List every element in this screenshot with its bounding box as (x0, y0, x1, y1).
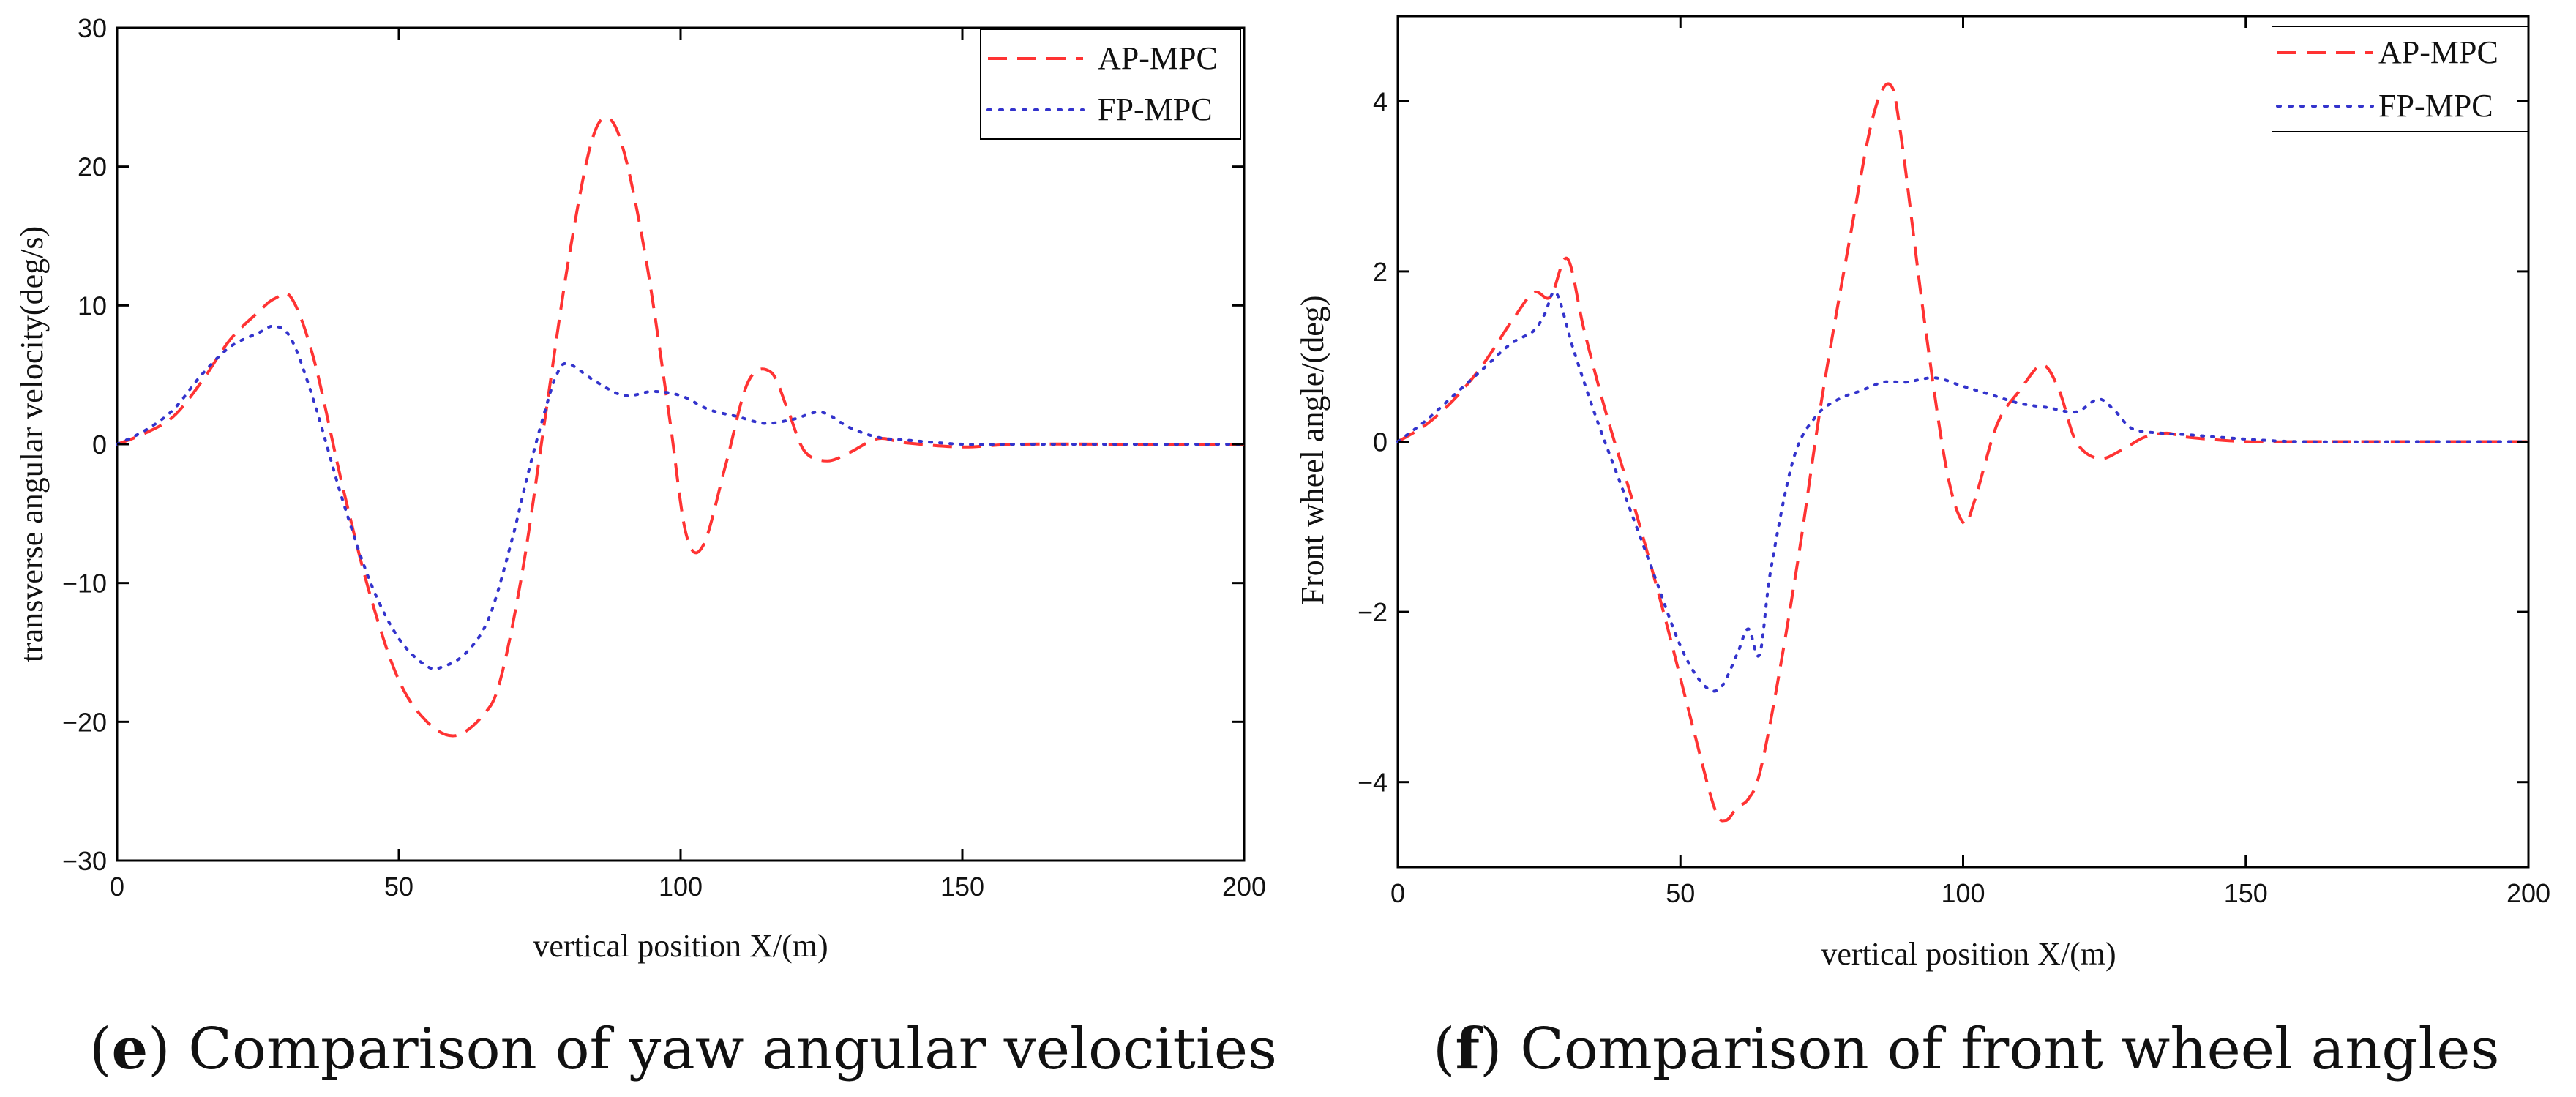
series-layer-f (1396, 82, 2530, 823)
y-tick-label-e: 10 (78, 291, 107, 321)
legend-f: AP-MPC FP-MPC (2272, 26, 2528, 132)
chart-panel-e: 0 50 100 150 200 −30 −20 −10 0 10 20 30 vertical po… (14, 13, 1277, 1082)
legend-e: AP-MPC FP-MPC (980, 29, 1241, 140)
x-tick-label-e: 100 (659, 872, 703, 902)
series-line-fp-f (1396, 290, 2530, 693)
caption-letter-e: e (111, 1016, 148, 1082)
legend-label-fp-f: FP-MPC (2378, 88, 2493, 124)
y-tick-label-f: 4 (1373, 86, 1388, 116)
series-line-ap-f (1396, 82, 2528, 823)
legend-label-ap-e: AP-MPC (1098, 40, 1218, 76)
y-tick-label-e: 30 (78, 13, 107, 43)
plot-frame-f (1396, 15, 2530, 869)
y-tick-label-e: −10 (62, 569, 107, 599)
legend-label-ap-f: AP-MPC (2378, 34, 2498, 70)
caption-e: (e) Comparison of yaw angular velocities (89, 1016, 1277, 1082)
x-axis-label-f: vertical position X/(m) (1821, 936, 2116, 972)
ticks-layer-f: 0 50 100 150 200 −4 −2 0 2 4 (1358, 16, 2550, 908)
x-tick-label-e: 200 (1222, 872, 1266, 902)
caption-f: (f) Comparison of front wheel angles (1433, 1016, 2500, 1082)
chart-panel-f: 0 50 100 150 200 −4 −2 0 2 4 vertical position X/… (1295, 15, 2550, 1082)
y-tick-label-e: −30 (62, 846, 107, 876)
y-tick-label-e: −20 (62, 707, 107, 737)
x-tick-label-e: 150 (940, 872, 984, 902)
series-line-fp-e (116, 324, 1246, 671)
y-tick-label-f: −4 (1358, 768, 1388, 798)
x-tick-label-f: 0 (1390, 878, 1405, 908)
x-tick-label-f: 100 (1941, 878, 1985, 908)
x-tick-label-f: 200 (2506, 878, 2550, 908)
series-layer-e (116, 116, 1246, 738)
y-axis-label-e: transverse angular velocity(deg/s) (14, 226, 50, 662)
caption-text-f: ) Comparison of front wheel angles (1480, 1016, 2500, 1082)
legend-label-fp-e: FP-MPC (1098, 91, 1213, 127)
y-tick-label-e: 0 (92, 430, 107, 460)
x-tick-label-e: 0 (110, 872, 124, 902)
y-tick-label-f: 2 (1373, 257, 1388, 287)
caption-letter-f: f (1455, 1016, 1483, 1082)
y-axis-label-f: Front wheel angle/(deg) (1295, 296, 1330, 605)
legend-box-e (980, 29, 1241, 140)
x-tick-label-f: 50 (1666, 878, 1695, 908)
series-line-ap-e (116, 116, 1244, 738)
x-tick-label-f: 150 (2224, 878, 2268, 908)
x-tick-label-e: 50 (384, 872, 413, 902)
y-tick-label-e: 20 (78, 152, 107, 182)
x-axis-label-e: vertical position X/(m) (533, 928, 828, 964)
y-tick-label-f: 0 (1373, 427, 1388, 457)
y-tick-label-f: −2 (1358, 597, 1388, 627)
caption-text-e: ) Comparison of yaw angular velocities (148, 1016, 1277, 1082)
ticks-layer-e: 0 50 100 150 200 −30 −20 −10 0 10 20 30 (62, 13, 1266, 902)
